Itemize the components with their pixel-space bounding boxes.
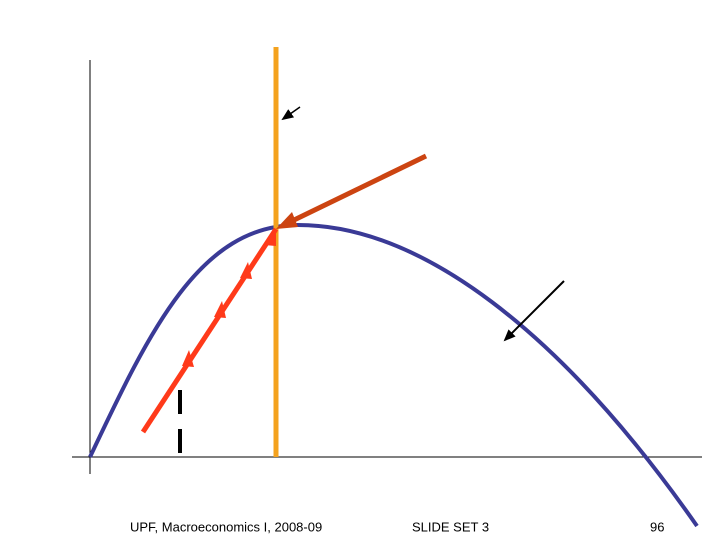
converging-path-arrowhead-3 <box>240 262 252 279</box>
hump-curve <box>88 222 699 528</box>
converging-path-arrowhead-1 <box>182 350 194 367</box>
pointer-arrow-hump-curve <box>503 280 565 342</box>
converging-path-arrowhead-2 <box>214 301 226 318</box>
pointer-arrow-vertical-line <box>281 106 301 121</box>
saddle-path-upper <box>290 153 428 224</box>
saddle-path-upper-arrowhead <box>276 212 298 229</box>
footer-course-label: UPF, Macroeconomics I, 2008-09 <box>130 519 323 535</box>
converging-path <box>140 227 279 434</box>
footer-slide-set: SLIDE SET 3 <box>412 519 490 535</box>
converging-path-arrowhead-4 <box>264 229 276 246</box>
footer-page-number: 96 <box>650 519 665 535</box>
